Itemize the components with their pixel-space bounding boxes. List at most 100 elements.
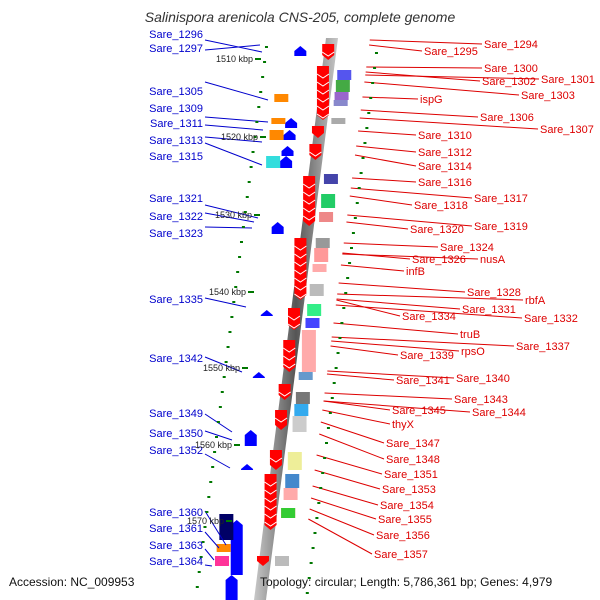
connector-line xyxy=(320,421,385,444)
minor-tick xyxy=(373,67,377,69)
connector-line xyxy=(204,204,259,219)
gene-label-right: Sare_1306 xyxy=(480,112,534,124)
arrow-chevron xyxy=(316,113,330,119)
connector-line xyxy=(369,44,423,52)
minor-tick xyxy=(317,502,321,504)
minor-tick xyxy=(224,361,228,363)
connector-line xyxy=(359,117,539,130)
connector-line xyxy=(340,264,405,272)
minor-tick xyxy=(263,61,267,63)
connector-line xyxy=(365,74,540,80)
reverse-gene-arrow xyxy=(269,450,282,470)
forward-gene-arrow xyxy=(281,146,294,156)
forward-gene-arrow xyxy=(252,372,265,378)
scale-label: 1570 kbp xyxy=(187,516,224,526)
arrow-chevron xyxy=(316,81,330,87)
gene-feature-bar xyxy=(321,194,336,208)
minor-tick xyxy=(239,241,243,243)
connector-line xyxy=(337,293,524,301)
connector-line xyxy=(349,195,413,206)
arrow-chevron xyxy=(316,105,330,111)
gene-label-right: Sare_1319 xyxy=(474,221,528,233)
arrow-chevron xyxy=(302,215,316,221)
minor-tick xyxy=(215,436,219,438)
minor-tick xyxy=(326,427,330,429)
gene-label-right: Sare_1339 xyxy=(400,350,454,362)
connector-line xyxy=(326,373,395,381)
reverse-gene-arrow xyxy=(294,238,307,300)
minor-tick xyxy=(353,217,357,219)
gene-feature-bar xyxy=(283,488,298,500)
minor-tick xyxy=(340,322,344,324)
minor-tick xyxy=(305,592,309,594)
gene-label-right: Sare_1295 xyxy=(424,46,478,58)
forward-gene-arrow xyxy=(260,310,273,316)
gene-label-right: Sare_1318 xyxy=(414,200,468,212)
forward-gene-arrow xyxy=(294,46,307,56)
connector-line xyxy=(204,212,255,223)
minor-tick xyxy=(241,226,245,228)
connector-line xyxy=(204,356,243,373)
gene-label-right: Sare_1312 xyxy=(418,147,472,159)
minor-tick xyxy=(330,397,334,399)
connector-line xyxy=(338,282,466,293)
gene-label-right: Sare_1326 xyxy=(412,254,466,266)
minor-tick xyxy=(205,511,209,513)
arrow-chevron xyxy=(282,355,296,361)
gene-label-right: thyX xyxy=(392,419,415,431)
arrow-chevron xyxy=(278,391,291,397)
gene-label-left: Sare_1349 xyxy=(149,408,203,420)
connector-line xyxy=(333,322,459,335)
minor-tick xyxy=(220,391,224,393)
minor-tick xyxy=(232,301,236,303)
gene-label-right: Sare_1340 xyxy=(456,373,510,385)
gene-label-left: Sare_1350 xyxy=(149,428,203,440)
minor-tick xyxy=(321,472,325,474)
minor-tick xyxy=(357,187,361,189)
minor-tick xyxy=(259,91,263,93)
connector-line xyxy=(343,242,439,248)
minor-tick xyxy=(342,307,346,309)
gene-feature-bar xyxy=(292,416,307,432)
gene-label-right: Sare_1301 xyxy=(541,74,595,86)
gene-feature-bar xyxy=(307,304,322,316)
gene-feature-bar xyxy=(295,392,310,404)
gene-label-right: Sare_1320 xyxy=(410,224,464,236)
gene-label-left: Sare_1297 xyxy=(149,43,203,55)
gene-label-left: Sare_1305 xyxy=(149,86,203,98)
connector-line xyxy=(204,430,233,441)
minor-tick xyxy=(255,121,259,123)
minor-tick xyxy=(245,196,249,198)
gene-label-right: Sare_1354 xyxy=(380,500,434,512)
minor-tick xyxy=(311,547,315,549)
minor-tick xyxy=(325,442,329,444)
minor-tick xyxy=(211,466,215,468)
minor-tick xyxy=(261,76,265,78)
connector-line xyxy=(335,304,523,319)
minor-tick xyxy=(313,532,317,534)
scale-label: 1560 kbp xyxy=(195,440,232,450)
gene-label-right: Sare_1332 xyxy=(524,313,578,325)
minor-tick xyxy=(218,406,222,408)
arrow-chevron xyxy=(282,347,296,353)
arrow-chevron xyxy=(321,51,335,57)
label-layer: Sare_1296 Sare_1297 Sare_1305 Sare_1309 Sare… xyxy=(149,29,595,568)
gene-feature-bar xyxy=(337,70,352,80)
minor-tick xyxy=(213,451,217,453)
reverse-gene-arrow xyxy=(256,556,269,566)
gene-label-left: Sare_1335 xyxy=(149,294,203,306)
connector-line xyxy=(346,221,409,230)
connector-line xyxy=(352,177,417,183)
gene-label-right: Sare_1351 xyxy=(384,469,438,481)
connector-line xyxy=(204,142,263,166)
gene-label-right: Sare_1348 xyxy=(386,454,440,466)
minor-tick xyxy=(228,331,232,333)
connector-line xyxy=(204,453,231,469)
minor-tick xyxy=(199,556,203,558)
scale-label: 1510 kbp xyxy=(216,54,253,64)
minor-tick xyxy=(309,562,313,564)
connector-line xyxy=(347,214,473,227)
arrow-chevron xyxy=(294,293,307,299)
gene-label-right: Sare_1302 xyxy=(482,76,536,88)
minor-tick xyxy=(234,286,238,288)
